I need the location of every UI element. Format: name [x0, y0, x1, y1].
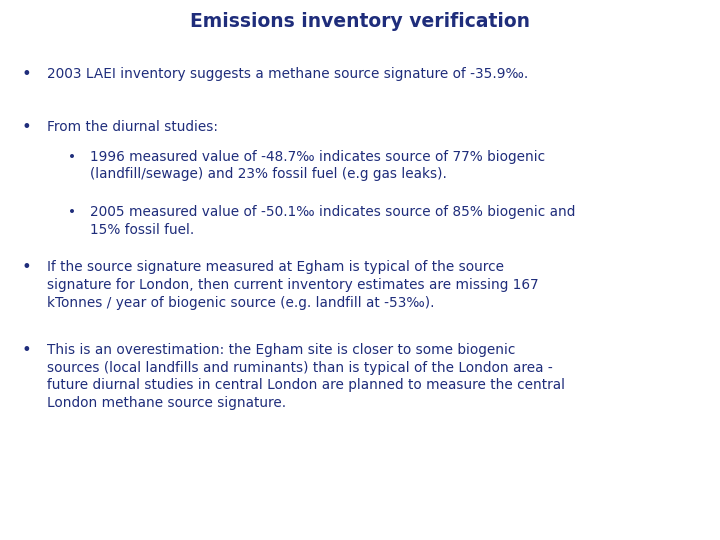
Text: •: • [22, 67, 32, 82]
Text: •: • [22, 120, 32, 134]
Text: This is an overestimation: the Egham site is closer to some biogenic
sources (lo: This is an overestimation: the Egham sit… [47, 343, 564, 410]
Text: Royal Holloway: Royal Holloway [612, 485, 702, 495]
Text: •: • [68, 150, 76, 164]
Text: 2003 LAEI inventory suggests a methane source signature of -35.9‰.: 2003 LAEI inventory suggests a methane s… [47, 67, 528, 80]
Text: •: • [22, 260, 32, 275]
Text: 2005 measured value of -50.1‰ indicates source of 85% biogenic and
15% fossil fu: 2005 measured value of -50.1‰ indicates … [90, 205, 575, 237]
Text: From the diurnal studies:: From the diurnal studies: [47, 120, 218, 133]
Text: Emissions inventory verification: Emissions inventory verification [190, 11, 530, 30]
Text: •: • [68, 205, 76, 219]
Text: 1996 measured value of -48.7‰ indicates source of 77% biogenic
(landfill/sewage): 1996 measured value of -48.7‰ indicates … [90, 150, 545, 181]
Text: If the source signature measured at Egham is typical of the source
signature for: If the source signature measured at Egha… [47, 260, 539, 309]
Text: •: • [22, 343, 32, 358]
Polygon shape [6, 462, 50, 538]
Text: University of London: University of London [608, 511, 702, 521]
